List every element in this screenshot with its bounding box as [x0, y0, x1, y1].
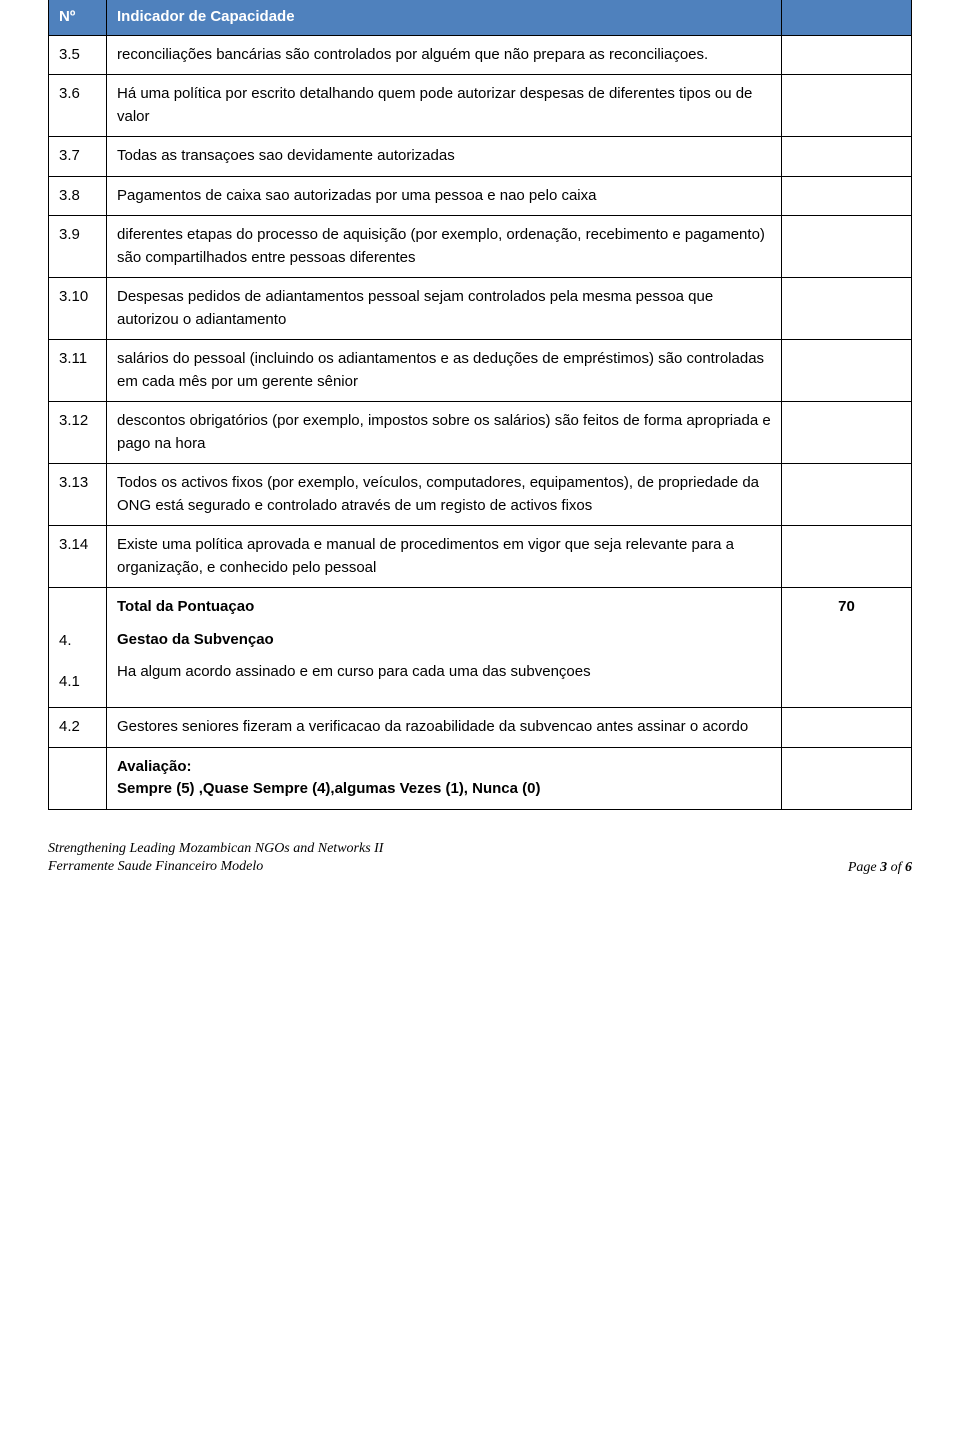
row-text: descontos obrigatórios (por exemplo, imp…	[107, 402, 782, 464]
header-blank	[782, 0, 912, 35]
row-blank	[782, 464, 912, 526]
table-row: 3.12 descontos obrigatórios (por exemplo…	[49, 402, 912, 464]
page-footer: Strengthening Leading Mozambican NGOs an…	[0, 830, 960, 896]
row-num: 3.9	[49, 216, 107, 278]
row-text: Existe uma política aprovada e manual de…	[107, 526, 782, 588]
section-content-cell: Total da Pontuaçao Gestao da Subvençao H…	[107, 588, 782, 708]
table-row: 3.6 Há uma política por escrito detalhan…	[49, 75, 912, 137]
section-title: Gestao da Subvençao	[117, 629, 771, 652]
row-text: Despesas pedidos de adiantamentos pessoa…	[107, 278, 782, 340]
eval-text: Sempre (5) ,Quase Sempre (4),algumas Vez…	[117, 778, 771, 801]
row-num: 3.12	[49, 402, 107, 464]
table-row: 3.10 Despesas pedidos de adiantamentos p…	[49, 278, 912, 340]
table-row: 3.11 salários do pessoal (incluindo os a…	[49, 340, 912, 402]
eval-title: Avaliação:	[117, 756, 771, 779]
page-total: 6	[905, 860, 912, 875]
row-num: 3.5	[49, 35, 107, 75]
section-num-cell: 4. 4.1	[49, 588, 107, 708]
capacity-indicator-table: Nº Indicador de Capacidade 3.5 reconcili…	[48, 0, 912, 810]
page-of: of	[887, 860, 905, 875]
row-num: 4.2	[49, 708, 107, 748]
total-value: 70	[782, 588, 912, 708]
row-blank	[782, 708, 912, 748]
row-blank	[782, 278, 912, 340]
table-header-row: Nº Indicador de Capacidade	[49, 0, 912, 35]
table-row: 3.5 reconciliações bancárias são control…	[49, 35, 912, 75]
section-num: 4.	[59, 624, 96, 659]
total-label: Total da Pontuaçao	[117, 596, 771, 619]
row-text: reconciliações bancárias são controlados…	[107, 35, 782, 75]
row-num: 3.14	[49, 526, 107, 588]
row-blank	[782, 216, 912, 278]
row-text: Todos os activos fixos (por exemplo, veí…	[107, 464, 782, 526]
page-prefix: Page	[848, 860, 880, 875]
footer-left: Strengthening Leading Mozambican NGOs an…	[48, 840, 383, 876]
section-row: 4. 4.1 Total da Pontuaçao Gestao da Subv…	[49, 588, 912, 708]
row-blank	[782, 137, 912, 177]
row-text: Todas as transaçoes sao devidamente auto…	[107, 137, 782, 177]
row-blank	[782, 176, 912, 216]
section-sub-text: Ha algum acordo assinado e em curso para…	[117, 661, 771, 684]
table-row: 3.8 Pagamentos de caixa sao autorizadas …	[49, 176, 912, 216]
footer-page: Page 3 of 6	[848, 860, 912, 876]
row-num: 3.13	[49, 464, 107, 526]
header-num: Nº	[49, 0, 107, 35]
row-blank	[782, 526, 912, 588]
section-sub-num: 4.1	[59, 665, 96, 700]
row-blank	[782, 340, 912, 402]
evaluation-row: Avaliação: Sempre (5) ,Quase Sempre (4),…	[49, 747, 912, 809]
table-row: 3.7 Todas as transaçoes sao devidamente …	[49, 137, 912, 177]
row-blank	[782, 35, 912, 75]
eval-cell: Avaliação: Sempre (5) ,Quase Sempre (4),…	[107, 747, 782, 809]
row-num: 3.7	[49, 137, 107, 177]
eval-num-blank	[49, 747, 107, 809]
footer-line1: Strengthening Leading Mozambican NGOs an…	[48, 840, 383, 858]
row-blank	[782, 75, 912, 137]
table-row: 4.2 Gestores seniores fizeram a verifica…	[49, 708, 912, 748]
row-num: 3.8	[49, 176, 107, 216]
table-row: 3.9 diferentes etapas do processo de aqu…	[49, 216, 912, 278]
row-num: 3.10	[49, 278, 107, 340]
row-num: 3.6	[49, 75, 107, 137]
row-text: salários do pessoal (incluindo os adiant…	[107, 340, 782, 402]
table-row: 3.13 Todos os activos fixos (por exemplo…	[49, 464, 912, 526]
row-num: 3.11	[49, 340, 107, 402]
row-blank	[782, 402, 912, 464]
row-text: Pagamentos de caixa sao autorizadas por …	[107, 176, 782, 216]
eval-blank	[782, 747, 912, 809]
footer-line2: Ferramente Saude Financeiro Modelo	[48, 858, 383, 876]
table-row: 3.14 Existe uma política aprovada e manu…	[49, 526, 912, 588]
row-text: Há uma política por escrito detalhando q…	[107, 75, 782, 137]
header-indicator: Indicador de Capacidade	[107, 0, 782, 35]
row-text: Gestores seniores fizeram a verificacao …	[107, 708, 782, 748]
row-text: diferentes etapas do processo de aquisiç…	[107, 216, 782, 278]
